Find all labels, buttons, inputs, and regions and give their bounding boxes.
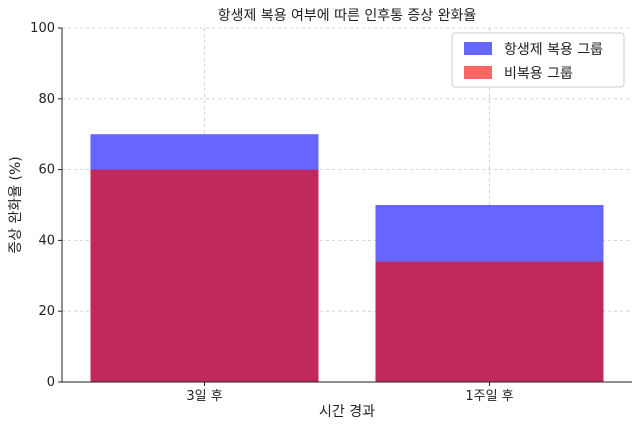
bar-series-2 <box>90 169 319 382</box>
legend-label: 항생제 복용 그룹 <box>504 42 603 58</box>
y-tick-label: 100 <box>30 21 55 36</box>
y-tick-label: 60 <box>38 163 55 178</box>
y-tick-label: 0 <box>47 375 55 390</box>
legend-box <box>451 32 625 88</box>
y-axis-label: 증상 완화율 (%) <box>8 156 24 254</box>
bar-series-2 <box>375 261 604 382</box>
axes: 0 20 40 60 80 100 3일 후 1주일 후 <box>30 21 632 404</box>
legend-label: 비복용 그룹 <box>504 66 573 82</box>
y-tick-label: 80 <box>38 92 55 107</box>
bars <box>90 134 604 382</box>
chart-title: 항생제 복용 여부에 따른 인후통 증상 완화율 <box>218 8 477 24</box>
legend-swatch <box>464 66 492 79</box>
legend-swatch <box>464 42 492 55</box>
x-tick-label: 1주일 후 <box>465 389 513 404</box>
y-tick-label: 20 <box>38 304 55 319</box>
x-axis-label: 시간 경과 <box>319 404 375 420</box>
x-tick-label: 3일 후 <box>186 389 222 404</box>
y-tick-label: 40 <box>38 233 55 248</box>
